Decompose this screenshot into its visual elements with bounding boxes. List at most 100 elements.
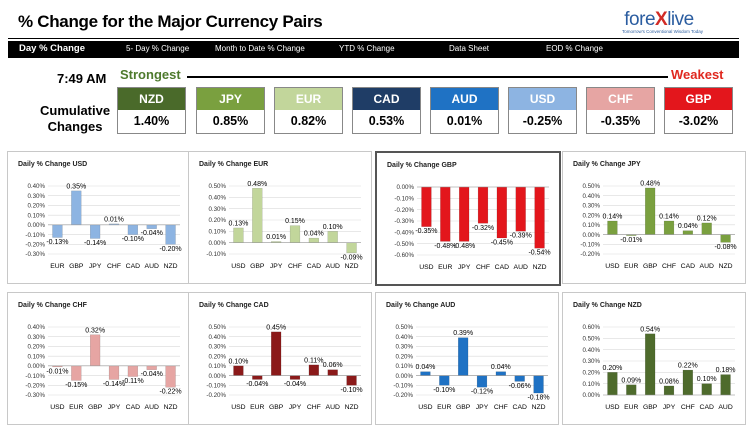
- chart-cad[interactable]: Daily % Change CAD -0.20% -0.10% 0.00% 0.10%…: [188, 292, 372, 425]
- chart-bar[interactable]: [127, 365, 138, 377]
- chart-bar[interactable]: [146, 224, 157, 229]
- nav-data-sheet[interactable]: Data Sheet: [449, 44, 490, 53]
- chart-bar[interactable]: [271, 331, 282, 376]
- x-tick-label: JPY: [289, 404, 302, 411]
- chart-bar[interactable]: [233, 227, 244, 243]
- chart-bar[interactable]: [663, 385, 675, 396]
- currency-value: 0.85%: [197, 110, 264, 133]
- chart-bar[interactable]: [308, 237, 319, 243]
- nav-day-change[interactable]: Day % Change: [19, 43, 85, 54]
- x-tick-label: GBP: [269, 404, 284, 411]
- data-label: 0.48%: [640, 180, 660, 187]
- chart-bar[interactable]: [495, 371, 506, 376]
- chart-bar[interactable]: [165, 224, 176, 245]
- chart-bar[interactable]: [165, 365, 176, 388]
- chart-aud[interactable]: Daily % Change AUD -0.20% -0.10% 0.00% 0.10%…: [375, 292, 559, 425]
- chart-bar[interactable]: [514, 375, 525, 382]
- chart-bar[interactable]: [459, 186, 470, 242]
- data-label: 0.10%: [697, 376, 717, 383]
- chart-bar[interactable]: [289, 375, 301, 380]
- chart-usd[interactable]: Daily % Change USD -0.30% -0.20% -0.10% 0.00…: [7, 151, 191, 284]
- chart-gbp[interactable]: Daily % Change GBP -0.60% -0.50% -0.40% -0.3…: [375, 151, 561, 286]
- chart-bar[interactable]: [90, 224, 101, 239]
- chart-bar[interactable]: [477, 186, 489, 224]
- chart-bar[interactable]: [233, 365, 244, 376]
- chart-nzd[interactable]: Daily % Change NZD 0.00% 0.10% 0.20% 0.30% 0.…: [562, 292, 746, 425]
- chart-bar[interactable]: [52, 224, 63, 238]
- y-tick-label: 0.00%: [208, 373, 226, 380]
- chart-bar[interactable]: [496, 186, 507, 239]
- chart-eur[interactable]: Daily % Change EUR -0.10% 0.00% 0.10% 0.20% 0…: [188, 151, 372, 284]
- forexlive-logo[interactable]: foreXlive Tomorrow's Conventional Wisdom…: [622, 9, 703, 34]
- nav-mtd-change[interactable]: Month to Date % Change: [215, 44, 305, 53]
- chart-bar[interactable]: [626, 384, 637, 396]
- x-tick-label: CAD: [700, 404, 714, 411]
- data-label: 0.04%: [304, 231, 324, 238]
- chart-bar[interactable]: [645, 187, 656, 235]
- data-label: -0.32%: [472, 225, 494, 232]
- chart-bar[interactable]: [346, 242, 357, 254]
- chart-bar[interactable]: [71, 365, 82, 381]
- chart-bar[interactable]: [420, 371, 431, 376]
- data-label: 0.08%: [659, 378, 679, 385]
- y-tick-label: 0.40%: [582, 347, 600, 354]
- chart-bar[interactable]: [289, 225, 301, 243]
- nav-5day-change[interactable]: 5- Day % Change: [126, 44, 190, 53]
- chart-bar[interactable]: [439, 375, 450, 386]
- data-label: 0.04%: [491, 364, 511, 371]
- chart-bar[interactable]: [701, 222, 712, 235]
- x-tick-label: CAD: [126, 404, 140, 411]
- data-label: 0.13%: [228, 220, 248, 227]
- chart-bar[interactable]: [607, 220, 618, 235]
- chart-bar[interactable]: [421, 186, 432, 227]
- x-tick-label: AUD: [514, 264, 528, 271]
- chart-bar[interactable]: [533, 375, 544, 394]
- chart-bar[interactable]: [146, 365, 157, 370]
- y-tick-label: 0.40%: [27, 324, 45, 331]
- chart-bar[interactable]: [71, 190, 82, 226]
- chart-bar[interactable]: [127, 224, 138, 235]
- chart-bar[interactable]: [458, 337, 469, 376]
- chart-bar[interactable]: [90, 334, 101, 367]
- chart-bar[interactable]: [534, 186, 545, 249]
- chart-bar[interactable]: [701, 383, 712, 396]
- y-tick-label: 0.30%: [582, 203, 600, 210]
- chart-bar[interactable]: [476, 375, 488, 388]
- data-label: -0.04%: [141, 371, 163, 378]
- chart-bar[interactable]: [327, 369, 338, 376]
- chart-bar[interactable]: [346, 375, 357, 386]
- data-label: 0.22%: [678, 363, 698, 370]
- y-tick-label: 0.20%: [582, 212, 600, 219]
- chart-bar[interactable]: [720, 234, 731, 243]
- weakest-label: Weakest: [671, 67, 724, 82]
- chart-bar[interactable]: [607, 372, 618, 396]
- x-tick-label: JPY: [458, 264, 471, 271]
- nav-ytd-change[interactable]: YTD % Change: [339, 44, 395, 53]
- bar-chart: -0.20% -0.10% 0.00% 0.10% 0.20% 0.30% 0.40% 0.5…: [393, 324, 549, 411]
- chart-bar[interactable]: [515, 186, 526, 232]
- currency-box-chf: CHF -0.35%: [586, 87, 655, 134]
- y-tick-label: -0.20%: [25, 241, 45, 248]
- data-label: -0.15%: [65, 382, 87, 389]
- chart-bar[interactable]: [645, 333, 656, 396]
- chart-bar[interactable]: [682, 369, 693, 396]
- y-tick-label: 0.10%: [27, 212, 45, 219]
- chart-bar[interactable]: [440, 186, 451, 242]
- chart-jpy[interactable]: Daily % Change JPY -0.20% -0.10% 0.00% 0.10%…: [562, 151, 746, 284]
- chart-bar[interactable]: [108, 365, 120, 380]
- chart-bar[interactable]: [252, 188, 263, 243]
- nav-eod-change[interactable]: EOD % Change: [546, 44, 603, 53]
- currency-code: USD: [509, 88, 576, 110]
- chart-bar[interactable]: [327, 231, 338, 243]
- chart-bar[interactable]: [720, 374, 731, 396]
- chart-bar[interactable]: [663, 220, 675, 235]
- y-tick-label: -0.10%: [393, 382, 413, 389]
- x-tick-label: CHF: [662, 263, 676, 270]
- chart-bar[interactable]: [252, 375, 263, 380]
- chart-bar[interactable]: [682, 230, 693, 235]
- chart-bar[interactable]: [308, 364, 319, 376]
- y-tick-label: -0.10%: [206, 382, 226, 389]
- chart-chf[interactable]: Daily % Change CHF -0.30% -0.20% -0.10% 0.00…: [7, 292, 191, 425]
- y-tick-label: 0.30%: [208, 344, 226, 351]
- x-tick-label: GBP: [456, 404, 471, 411]
